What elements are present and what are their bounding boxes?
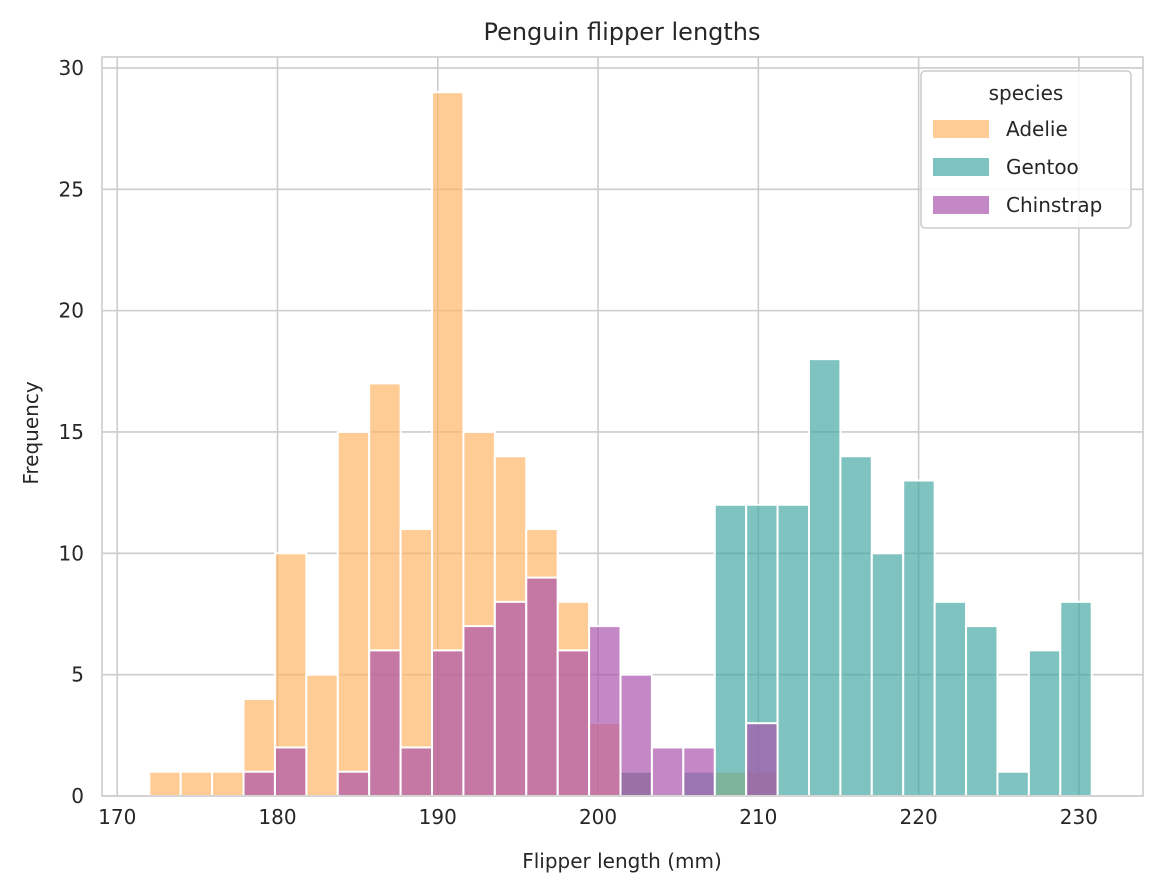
x-tick-label: 170 bbox=[98, 805, 136, 829]
bar-adelie bbox=[305, 673, 339, 797]
y-axis-label: Frequency bbox=[19, 381, 43, 484]
bar-chinstrap bbox=[273, 746, 308, 798]
bar-gentoo bbox=[1027, 649, 1062, 797]
y-tick-labels: 0 5 10 15 20 25 30 bbox=[59, 56, 84, 808]
legend-label-adelie: Adelie bbox=[1006, 117, 1068, 141]
bar-adelie bbox=[179, 770, 214, 798]
bars bbox=[148, 91, 1093, 798]
y-tick-label: 30 bbox=[59, 56, 84, 80]
legend-title: species bbox=[989, 81, 1064, 105]
y-tick-label: 0 bbox=[71, 784, 84, 808]
x-tick-label: 220 bbox=[900, 805, 938, 829]
legend-label-chinstrap: Chinstrap bbox=[1006, 193, 1102, 217]
bar-chinstrap bbox=[588, 625, 622, 797]
y-tick-label: 20 bbox=[59, 299, 84, 323]
x-tick-label: 230 bbox=[1060, 805, 1098, 829]
bar-adelie bbox=[336, 430, 371, 797]
x-tick-labels: 170 180 190 200 210 220 230 bbox=[98, 805, 1098, 829]
bar-gentoo bbox=[776, 503, 810, 797]
bar-gentoo bbox=[933, 600, 968, 797]
y-tick-label: 10 bbox=[59, 541, 84, 565]
legend-box bbox=[920, 70, 1132, 229]
bar-gentoo bbox=[965, 625, 999, 797]
bar-gentoo bbox=[1059, 600, 1093, 797]
bar-chinstrap bbox=[399, 746, 434, 798]
bar-gentoo bbox=[996, 770, 1030, 798]
bar-chinstrap bbox=[336, 770, 371, 798]
y-tick-label: 5 bbox=[71, 663, 84, 687]
legend-swatch-gentoo bbox=[933, 158, 989, 176]
bar-gentoo bbox=[839, 455, 873, 797]
bar-gentoo bbox=[902, 479, 936, 797]
bar-chinstrap bbox=[462, 625, 496, 797]
bar-chinstrap bbox=[242, 770, 276, 798]
bar-gentoo bbox=[713, 503, 748, 797]
bar-chinstrap bbox=[368, 649, 402, 797]
bar-chinstrap bbox=[650, 746, 685, 798]
bar-chinstrap bbox=[556, 649, 591, 797]
y-tick-label: 15 bbox=[59, 420, 84, 444]
bar-chinstrap bbox=[431, 649, 465, 797]
series-gentoo-bars bbox=[619, 358, 1093, 798]
bar-adelie bbox=[211, 770, 245, 798]
legend-label-gentoo: Gentoo bbox=[1006, 155, 1079, 179]
x-axis-label: Flipper length (mm) bbox=[522, 849, 722, 873]
bar-chinstrap bbox=[525, 576, 559, 797]
legend-swatch-chinstrap bbox=[933, 196, 989, 214]
x-tick-label: 210 bbox=[739, 805, 777, 829]
x-tick-label: 180 bbox=[258, 805, 296, 829]
x-tick-label: 200 bbox=[579, 805, 617, 829]
bar-adelie bbox=[148, 770, 182, 798]
chart-title: Penguin flipper lengths bbox=[483, 18, 760, 46]
series-chinstrap-bars bbox=[242, 576, 779, 798]
x-tick-label: 190 bbox=[419, 805, 457, 829]
bar-gentoo bbox=[807, 358, 842, 797]
y-tick-label: 25 bbox=[59, 177, 84, 201]
legend-swatch-adelie bbox=[933, 120, 989, 138]
bar-chinstrap bbox=[745, 722, 779, 798]
bar-gentoo bbox=[870, 552, 905, 797]
plot-frame bbox=[101, 56, 1144, 797]
legend[interactable]: species Adelie Gentoo Chinstrap bbox=[920, 70, 1132, 229]
legend-items: Adelie Gentoo Chinstrap bbox=[933, 117, 1102, 217]
bar-chinstrap bbox=[682, 746, 716, 798]
bar-chinstrap bbox=[619, 673, 653, 797]
bar-chinstrap bbox=[493, 600, 528, 797]
